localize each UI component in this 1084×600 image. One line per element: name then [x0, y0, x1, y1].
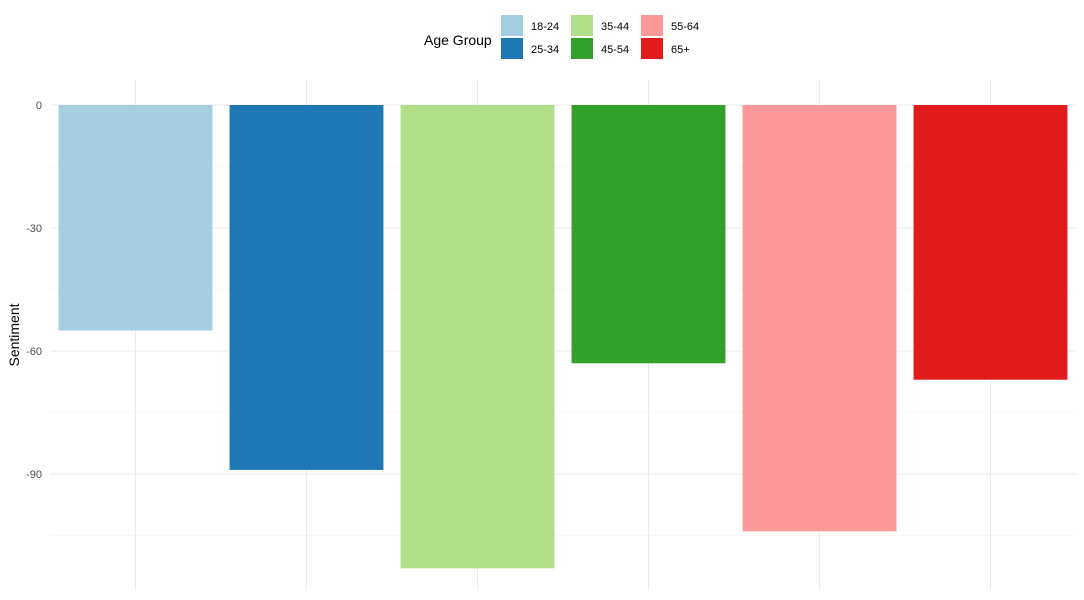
- bar-55-64: [742, 105, 897, 532]
- y-tick-label: -60: [26, 346, 42, 358]
- bar-25-34: [229, 105, 384, 470]
- y-tick-label: -30: [26, 223, 42, 235]
- bar-65+: [913, 105, 1068, 380]
- y-tick-label: 0: [36, 100, 42, 112]
- legend-key-55-64: [641, 15, 663, 36]
- legend-key-65+: [641, 38, 663, 59]
- legend-label: 35-44: [601, 21, 629, 33]
- legend-label: 18-24: [531, 21, 559, 33]
- legend-key-25-34: [501, 38, 523, 59]
- legend-label: 25-34: [531, 44, 559, 56]
- bars: [58, 105, 1068, 569]
- bar-35-44: [400, 105, 555, 569]
- y-axis-ticks: 0 -30 -60 -90: [26, 100, 42, 481]
- legend-label: 55-64: [671, 21, 699, 33]
- bar-45-54: [571, 105, 726, 364]
- legend-title: Age Group: [424, 32, 492, 48]
- y-axis-title: Sentiment: [6, 303, 22, 366]
- bar-18-24: [58, 105, 213, 331]
- legend-key-18-24: [501, 15, 523, 36]
- legend-key-45-54: [571, 38, 593, 59]
- legend-label: 45-54: [601, 44, 629, 56]
- legend-key-35-44: [571, 15, 593, 36]
- legend-items: 18-24 25-34 35-44 45-54 55-64 65+: [501, 15, 699, 59]
- y-tick-label: -90: [26, 469, 42, 481]
- legend: Age Group 18-24 25-34 35-44 45-54 55-64 65+: [424, 15, 699, 59]
- legend-label: 65+: [671, 44, 690, 56]
